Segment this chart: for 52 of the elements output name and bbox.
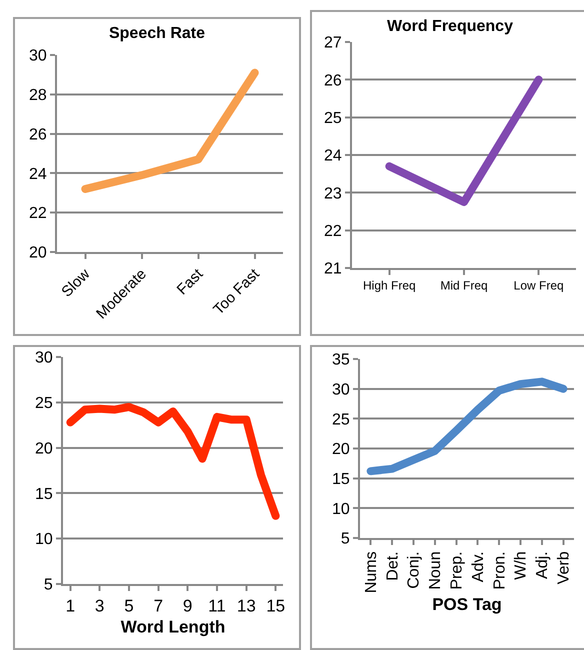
x-tick-label: 15 (266, 596, 286, 616)
x-tick-label: Fast (174, 265, 207, 298)
y-tick-label: 10 (332, 500, 350, 518)
x-tick-label: 1 (66, 596, 76, 616)
x-tick-label: High Freq (362, 278, 416, 292)
x-tick-label: Adj. (534, 551, 552, 579)
x-tick-label: Pron. (491, 551, 508, 590)
y-tick-label: 25 (35, 395, 53, 412)
y-tick-label: 26 (324, 72, 342, 90)
y-tick-label: 27 (324, 34, 342, 52)
y-tick-label: 24 (29, 166, 47, 183)
y-tick-label: 10 (35, 531, 53, 548)
y-tick-label: 35 (332, 352, 350, 369)
x-tick-label: 5 (124, 596, 134, 616)
x-tick-label: Low Freq (514, 278, 564, 292)
x-tick-label: 3 (94, 596, 104, 616)
y-tick-label: 25 (324, 110, 342, 127)
y-tick-label: 30 (332, 381, 350, 398)
y-tick-label: 30 (29, 48, 47, 65)
y-tick-label: 23 (324, 185, 342, 202)
x-tick-label: Adv. (470, 551, 487, 582)
x-tick-label: Prep. (448, 551, 466, 590)
y-tick-label: 22 (29, 205, 47, 222)
y-tick-label: 15 (332, 470, 350, 488)
chart-title: Word Frequency (387, 18, 514, 36)
y-tick-label: 22 (324, 222, 342, 240)
y-tick-label: 24 (324, 148, 342, 165)
x-axis-title: POS Tag (432, 595, 502, 614)
y-tick-label: 25 (332, 411, 350, 428)
y-tick-label: 26 (29, 126, 47, 144)
x-tick-label: Noun (427, 551, 444, 590)
x-tick-label: W/h (512, 551, 530, 580)
x-tick-label: Too Fast (210, 265, 264, 318)
x-tick-label: Mid Freq (440, 278, 488, 292)
y-tick-label: 28 (29, 87, 47, 104)
y-tick-label: 5 (340, 530, 350, 548)
x-tick-label: 7 (154, 596, 164, 616)
y-tick-label: 20 (29, 244, 47, 262)
x-axis-title: Word Length (120, 617, 226, 636)
x-tick-label: 11 (208, 596, 226, 616)
x-tick-label: Conj. (406, 551, 423, 589)
y-tick-label: 20 (35, 440, 53, 458)
x-tick-label: Det. (384, 551, 402, 581)
x-tick-label: Verb (556, 551, 572, 584)
y-tick-label: 21 (324, 260, 342, 278)
chart-title: Speech Rate (108, 25, 206, 42)
x-tick-label: Nums (362, 551, 380, 594)
y-tick-label: 30 (35, 350, 53, 367)
x-tick-label: 9 (182, 596, 192, 616)
y-tick-label: 15 (35, 486, 53, 503)
x-tick-label: 13 (236, 596, 256, 616)
y-tick-label: 20 (332, 441, 350, 458)
